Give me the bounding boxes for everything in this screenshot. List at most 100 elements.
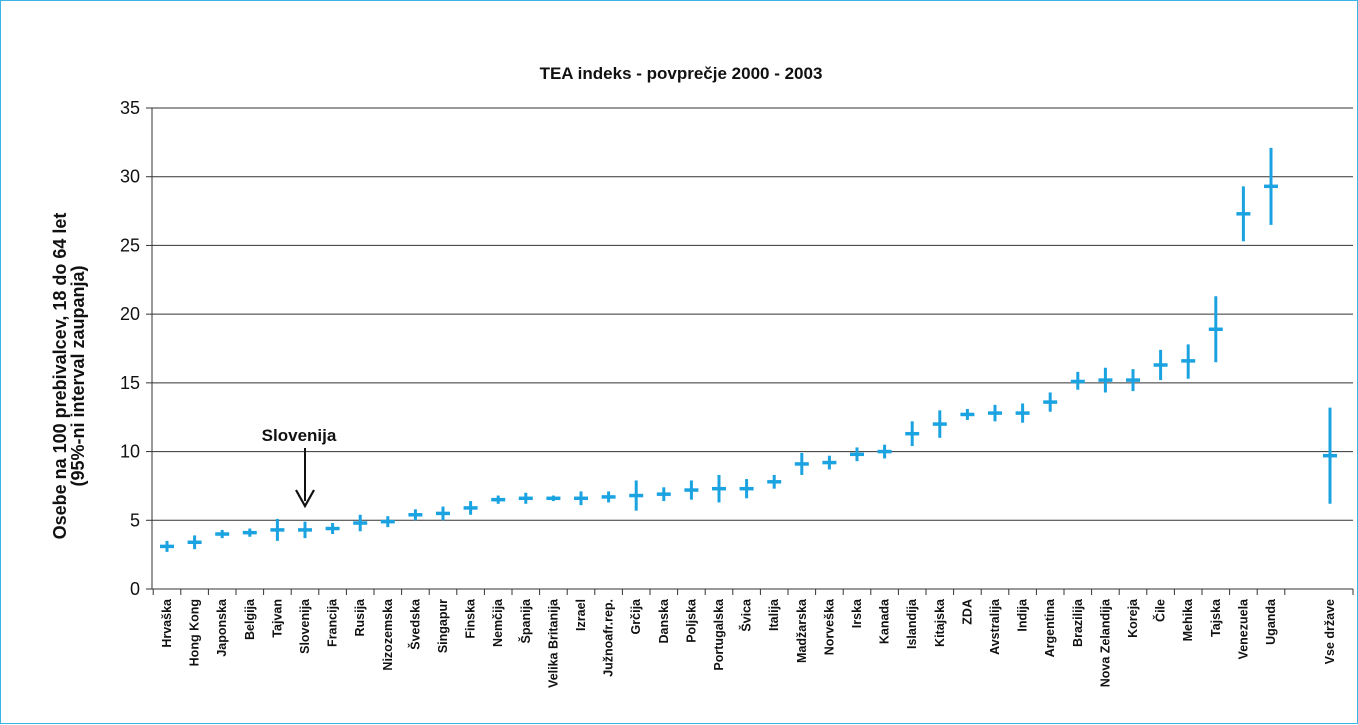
error-bar-mark xyxy=(574,491,588,506)
error-bar-mark xyxy=(988,404,1002,422)
error-bar-mark xyxy=(960,408,975,420)
error-bar-mark xyxy=(684,480,699,500)
error-bar-mark xyxy=(822,455,837,470)
x-tick-labels: Hrvaška Hong Kong Japonska Belgija Tajvan Slo… xyxy=(160,598,1337,688)
error-bar-mark xyxy=(380,516,395,528)
x-tick-label: Hong Kong xyxy=(188,599,202,666)
x-tick-label: Švica xyxy=(739,598,754,632)
error-bar-mark xyxy=(850,447,864,462)
grid-lines xyxy=(152,107,1353,521)
x-tick-label: Slovenija xyxy=(298,598,312,654)
x-tick-label: Nemčija xyxy=(491,598,505,647)
x-tick-label: Islandija xyxy=(905,598,919,649)
error-bar-mark xyxy=(187,535,202,550)
annotation-label: Slovenija xyxy=(262,426,337,445)
x-tick-label: Grčija xyxy=(629,598,643,634)
error-bar-mark xyxy=(298,521,312,539)
y-axis-label-line2: (95%-ni interval zaupanja) xyxy=(68,265,88,486)
x-tick-label: Hrvaška xyxy=(160,598,174,648)
error-bar-mark xyxy=(739,479,754,499)
x-tick-label: Južnoafr.rep. xyxy=(602,599,616,677)
x-tick-label: Francija xyxy=(326,598,340,647)
error-bar-mark xyxy=(877,444,892,459)
y-tick-labels: 0 5 10 15 20 25 30 35 xyxy=(120,98,140,599)
axes xyxy=(146,107,1354,595)
error-bar-mark xyxy=(160,540,174,552)
x-tick-label: Španija xyxy=(518,598,533,644)
error-bar-mark xyxy=(905,421,920,447)
error-bar-mark xyxy=(1098,367,1113,393)
x-tick-label: Velika Britanija xyxy=(546,598,560,688)
x-tick-label: Izrael xyxy=(574,599,588,631)
x-tick-label: Uganda xyxy=(1264,598,1278,645)
x-tick-label: Irska xyxy=(850,598,864,628)
x-tick-label: Portugalska xyxy=(712,598,726,671)
error-bar-mark xyxy=(270,518,285,541)
y-tick-label: 5 xyxy=(130,510,140,530)
error-bar-mark xyxy=(242,528,257,537)
x-tick-label: Rusija xyxy=(353,598,367,637)
error-bar-mark xyxy=(1070,371,1085,390)
x-tick-label: Koreja xyxy=(1126,598,1140,638)
y-tick-label: 20 xyxy=(120,304,140,324)
x-tick-label: Nova Zelandija xyxy=(1098,598,1112,687)
y-tick-label: 0 xyxy=(130,579,140,599)
error-bar-mark xyxy=(1323,407,1337,504)
error-bar-mark xyxy=(353,514,368,532)
error-bar-mark xyxy=(546,495,561,502)
x-tick-label: Norveška xyxy=(822,598,836,655)
x-tick-label: Avstralija xyxy=(988,598,1002,655)
error-bar-mark xyxy=(1015,403,1030,423)
x-tick-label: Singapur xyxy=(436,599,450,653)
x-tick-label: Brazilija xyxy=(1071,598,1085,647)
x-tick-label: Švedska xyxy=(407,598,422,650)
error-bar-mark xyxy=(408,509,423,521)
x-tick-label: Mehika xyxy=(1181,598,1195,641)
error-bar-mark xyxy=(1208,296,1223,363)
y-axis-label-line1: Osebe na 100 prebivalcev, 18 do 64 let xyxy=(50,213,70,540)
error-bar-mark xyxy=(656,487,671,502)
x-tick-label: Čile xyxy=(1153,599,1168,622)
error-bar-mark xyxy=(1043,392,1058,412)
y-tick-label: 35 xyxy=(120,98,140,118)
y-tick-label: 15 xyxy=(120,373,140,393)
annotation-arrow-head xyxy=(295,489,315,509)
error-bar-mark xyxy=(491,495,506,504)
error-bar-mark xyxy=(1126,369,1140,392)
x-tick-label: Indija xyxy=(1016,598,1030,632)
error-bar-mark xyxy=(601,491,616,503)
chart-title: TEA indeks - povprečje 2000 - 2003 xyxy=(540,64,823,83)
error-bar-mark xyxy=(932,410,947,438)
error-bar-mark xyxy=(767,474,782,489)
y-tick-label: 30 xyxy=(120,167,140,187)
x-tick-label: Vse države xyxy=(1323,599,1337,664)
error-bar-mark xyxy=(518,492,533,504)
error-bar-mark xyxy=(325,523,340,535)
x-tick-label: Madžarska xyxy=(795,598,809,663)
x-tick-label: Poljska xyxy=(684,598,698,643)
error-bar-mark xyxy=(1264,147,1278,225)
error-bar-mark xyxy=(1181,344,1196,379)
x-tick-label: Italija xyxy=(767,598,781,631)
x-tick-label: Finska xyxy=(464,598,478,639)
error-bar-mark xyxy=(629,480,644,511)
data-marks xyxy=(160,147,1337,552)
error-bar-mark xyxy=(794,452,809,475)
error-bar-mark xyxy=(1236,186,1251,242)
x-tick-label: Kitajska xyxy=(933,598,947,647)
x-tick-label: Nizozemska xyxy=(381,598,395,671)
error-bar-mark xyxy=(1153,349,1168,381)
x-tick-label: Kanada xyxy=(878,598,892,644)
x-tick-label: Argentina xyxy=(1043,598,1057,657)
x-tick-label: Tajska xyxy=(1209,598,1223,637)
x-tick-label: Japonska xyxy=(215,598,229,657)
x-tick-label: Belgija xyxy=(243,598,257,640)
x-tick-label: Venezuela xyxy=(1236,598,1250,659)
x-tick-label: Danska xyxy=(657,598,671,644)
slovenija-annotation: Slovenija xyxy=(262,426,337,509)
error-bar-mark xyxy=(463,501,478,515)
error-bar-mark xyxy=(436,506,450,521)
y-tick-label: 10 xyxy=(120,442,140,462)
y-tick-label: 25 xyxy=(120,235,140,255)
